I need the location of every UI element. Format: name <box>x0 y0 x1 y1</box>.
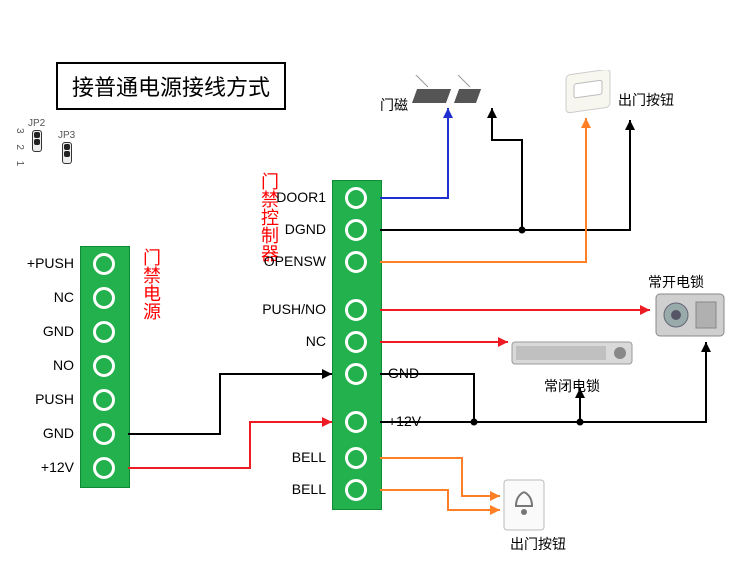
jp2-label: JP2 <box>28 118 45 129</box>
terminal-dgnd <box>345 219 367 241</box>
jp2-jumper <box>32 130 42 152</box>
device-label: 门磁 <box>380 95 408 115</box>
device-label: 常闭电锁 <box>544 376 600 396</box>
device-doorbell <box>500 478 550 539</box>
diagram-title: 接普通电源接线方式 <box>56 62 286 110</box>
terminal-push-no <box>345 299 367 321</box>
jp3-jumper <box>62 142 72 164</box>
device-no_lock <box>652 290 730 347</box>
terminal-push <box>93 389 115 411</box>
terminal-label: BELL <box>254 449 326 465</box>
terminal-label: PUSH <box>2 391 74 407</box>
device-nc_lock <box>510 336 640 377</box>
terminal-label: DGND <box>254 221 326 237</box>
terminal-label: NO <box>2 357 74 373</box>
terminal-label: GND <box>388 365 419 381</box>
terminal-label: +12V <box>2 459 74 475</box>
terminal-gnd <box>93 321 115 343</box>
terminal-label: PUSH/NO <box>254 301 326 317</box>
terminal--12v <box>93 457 115 479</box>
jp3-label: JP3 <box>58 130 75 141</box>
terminal-label: NC <box>254 333 326 349</box>
terminal-label: BELL <box>254 481 326 497</box>
terminal--12v <box>345 411 367 433</box>
power-block-label: 门禁电源 <box>138 248 164 320</box>
terminal-no <box>93 355 115 377</box>
device-label: 常开电锁 <box>648 272 704 292</box>
device-label: 出门按钮 <box>510 534 566 554</box>
terminal-bell <box>345 479 367 501</box>
terminal-nc <box>345 331 367 353</box>
device-label: 出门按钮 <box>618 90 674 110</box>
jp-scale: 3 2 1 <box>14 128 25 170</box>
terminal-bell <box>345 447 367 469</box>
terminal-label: DOOR1 <box>254 189 326 205</box>
controller-block-label: 门禁控制器 <box>256 172 282 262</box>
device-door_sensor <box>410 75 500 120</box>
terminal-opensw <box>345 251 367 273</box>
terminal-label: NC <box>2 289 74 305</box>
terminal-gnd <box>345 363 367 385</box>
terminal-nc <box>93 287 115 309</box>
terminal-door1 <box>345 187 367 209</box>
terminal-label: GND <box>2 425 74 441</box>
terminal-label: GND <box>2 323 74 339</box>
terminal--push <box>93 253 115 275</box>
terminal-label: OPENSW <box>254 253 326 269</box>
device-exit_button_top <box>560 70 620 129</box>
terminal-label: +12V <box>388 413 421 429</box>
terminal-gnd <box>93 423 115 445</box>
terminal-label: +PUSH <box>2 255 74 271</box>
